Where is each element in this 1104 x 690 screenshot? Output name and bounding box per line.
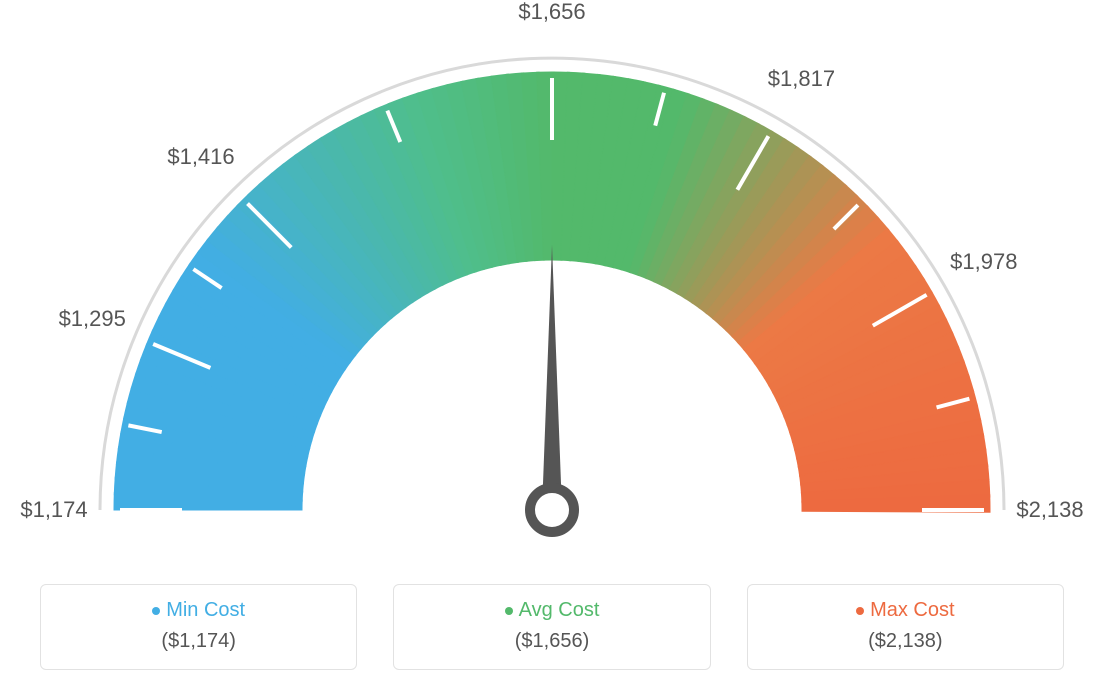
- legend-avg-box: Avg Cost ($1,656): [393, 584, 710, 670]
- dot-icon: [505, 607, 513, 615]
- legend-min-value: ($1,174): [51, 630, 346, 653]
- legend-avg-title: Avg Cost: [404, 599, 699, 622]
- gauge-tick-label: $1,978: [950, 249, 1017, 275]
- gauge-tick-label: $1,174: [20, 497, 87, 523]
- legend-max-value: ($2,138): [758, 630, 1053, 653]
- gauge-tick-label: $1,817: [768, 66, 835, 92]
- gauge-tick-label: $1,295: [59, 306, 126, 332]
- gauge-tick-label: $2,138: [1016, 497, 1083, 523]
- gauge-svg: [0, 0, 1104, 560]
- legend-min-box: Min Cost ($1,174): [40, 584, 357, 670]
- dot-icon: [856, 607, 864, 615]
- gauge-tick-label: $1,656: [518, 0, 585, 25]
- legend-max-title: Max Cost: [758, 599, 1053, 622]
- dot-icon: [152, 607, 160, 615]
- legend-max-box: Max Cost ($2,138): [747, 584, 1064, 670]
- legend-max-label: Max Cost: [870, 599, 954, 621]
- legend-min-title: Min Cost: [51, 599, 346, 622]
- legend-row: Min Cost ($1,174) Avg Cost ($1,656) Max …: [0, 584, 1104, 670]
- gauge-chart: $1,174 $1,295 $1,416 $1,656 $1,817 $1,978 $2,1…: [0, 0, 1104, 560]
- legend-avg-value: ($1,656): [404, 630, 699, 653]
- legend-avg-label: Avg Cost: [519, 599, 600, 621]
- gauge-tick-label: $1,416: [167, 144, 234, 170]
- legend-min-label: Min Cost: [166, 599, 245, 621]
